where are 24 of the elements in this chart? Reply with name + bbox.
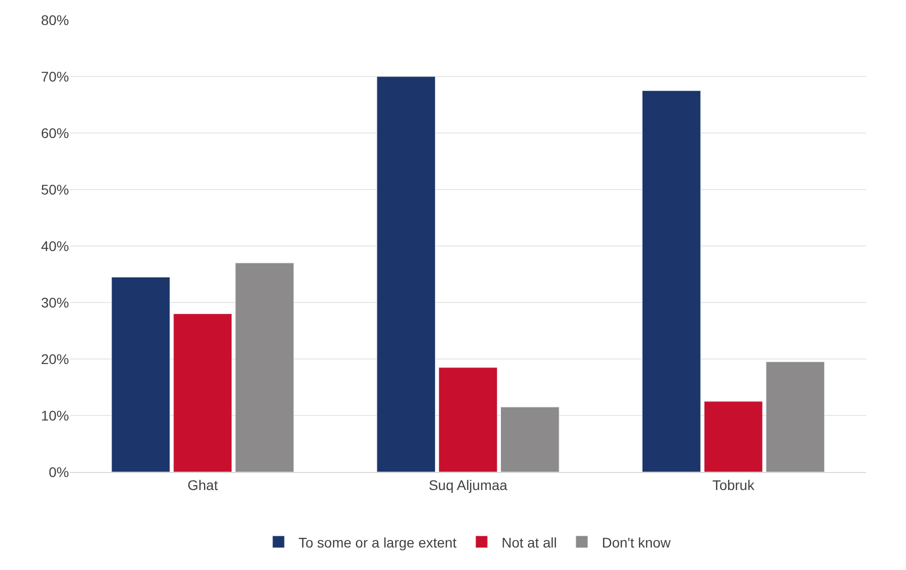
y-tick-label: 30% <box>40 294 69 310</box>
y-tick-label: 20% <box>40 350 69 367</box>
x-tick-label: Suq Aljumaa <box>428 476 508 493</box>
legend-label: To some or a large extent <box>298 534 457 550</box>
legend-label: Not at all <box>502 534 557 550</box>
bar <box>111 276 170 472</box>
bar <box>438 367 498 472</box>
y-tick-label: 80% <box>40 12 69 28</box>
bar <box>376 76 436 472</box>
y-tick-label: 40% <box>40 238 69 254</box>
bar <box>235 262 294 472</box>
bar <box>173 314 232 472</box>
y-tick-label: 0% <box>48 464 69 480</box>
legend-label: Don't know <box>602 534 672 550</box>
y-tick-label: 60% <box>40 124 69 141</box>
bar <box>500 406 560 472</box>
y-tick-label: 10% <box>40 407 69 424</box>
x-tick-label: Ghat <box>187 476 218 493</box>
bar <box>766 362 825 472</box>
bar <box>642 90 701 472</box>
y-tick-label: 70% <box>40 68 69 84</box>
bar <box>704 401 763 472</box>
x-tick-label: Tobruk <box>712 476 756 493</box>
y-tick-label: 50% <box>40 181 69 198</box>
